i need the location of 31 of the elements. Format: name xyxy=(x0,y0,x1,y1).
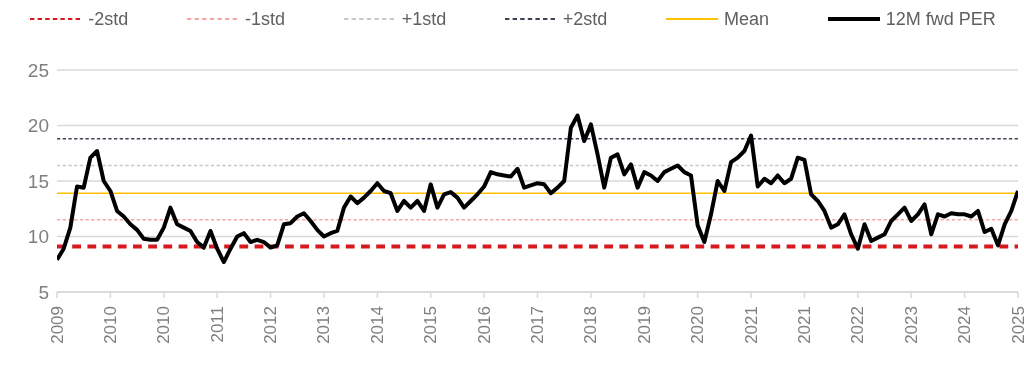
x-tick-label: 2023 xyxy=(901,306,921,344)
x-tick-label: 2022 xyxy=(848,306,868,344)
line-series xyxy=(57,113,1018,265)
x-tick-label: 2010 xyxy=(154,306,174,344)
x-tick-label: 2017 xyxy=(528,306,547,344)
y-tick-label: 20 xyxy=(27,115,49,137)
x-tick-label: 2009 xyxy=(47,306,67,344)
legend-label: Mean xyxy=(723,8,769,30)
x-tick-label: 2012 xyxy=(261,306,281,344)
x-tick-label: 2015 xyxy=(421,306,441,344)
legend-label: -2std xyxy=(88,8,129,30)
x-tick-label: 2019 xyxy=(634,306,654,344)
x-tick-label: 2010 xyxy=(100,306,120,344)
x-tick-label: 2021 xyxy=(741,306,761,344)
legend-label: -1std xyxy=(244,8,285,30)
y-tick-label: 15 xyxy=(27,170,49,192)
x-tick-label: 2011 xyxy=(207,306,227,343)
legend-label: +2std xyxy=(562,8,608,30)
x-tick-label: 2014 xyxy=(367,306,387,344)
legend-label: 12M fwd PER xyxy=(885,8,996,30)
y-tick-label: 25 xyxy=(27,59,49,81)
x-tick-label: 2013 xyxy=(314,306,334,344)
x-tick-label: 2020 xyxy=(688,306,708,344)
x-tick-label: 2021 xyxy=(794,306,814,344)
y-tick-label: 10 xyxy=(27,226,49,248)
y-tick-label: 5 xyxy=(38,281,49,303)
legend-label: +1std xyxy=(401,8,447,30)
x-tick-label: 2018 xyxy=(581,306,601,344)
x-tick-label: 2024 xyxy=(955,306,975,344)
x-tick-label: 2025 xyxy=(1008,306,1024,344)
x-tick-label: 2016 xyxy=(474,306,494,344)
